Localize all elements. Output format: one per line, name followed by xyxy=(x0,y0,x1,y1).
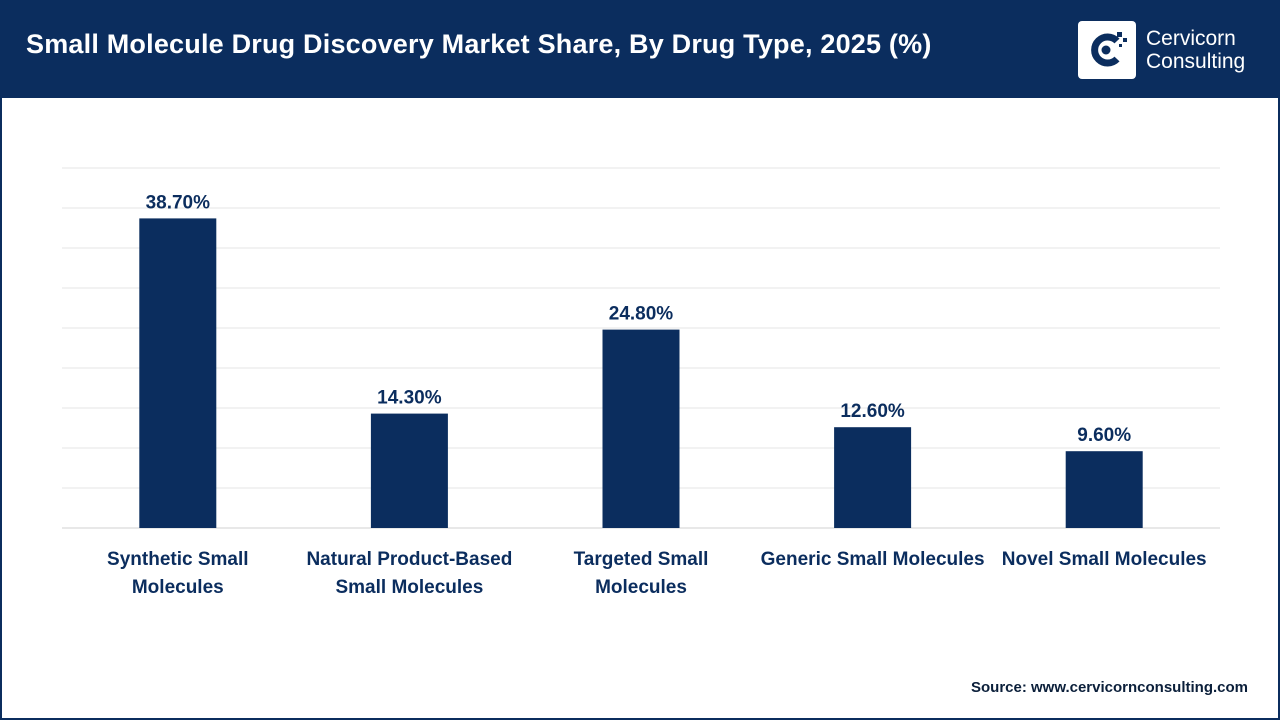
bar xyxy=(370,413,448,528)
x-tick-label: Natural Product-Based xyxy=(306,549,512,570)
logo-line-2: Consulting xyxy=(1146,50,1246,73)
x-tick-label: Generic Small Molecules xyxy=(761,549,985,570)
page-title: Small Molecule Drug Discovery Market Sha… xyxy=(26,29,932,59)
data-label: 14.30% xyxy=(377,388,442,409)
bar-chart: 38.70% Synthetic Small Molecules 14.30% Natu… xyxy=(62,167,1220,598)
bar xyxy=(602,329,680,528)
x-tick-label: Molecules xyxy=(595,577,687,598)
logo-line-1: Cervicorn xyxy=(1146,27,1236,50)
data-label: 24.80% xyxy=(609,304,674,325)
bar xyxy=(1065,451,1143,528)
brand-logo: Cervicorn Consulting xyxy=(1078,20,1245,80)
bar xyxy=(139,218,217,528)
logo-mark-icon xyxy=(1078,21,1136,79)
data-label: 9.60% xyxy=(1077,425,1131,446)
logo-text: Cervicorn Consulting xyxy=(1146,27,1245,73)
source-note: Source: www.cervicornconsulting.com xyxy=(970,679,1248,696)
data-label: 38.70% xyxy=(146,192,211,213)
x-tick-label: Small Molecules xyxy=(335,577,483,598)
header-bar: Small Molecule Drug Discovery Market Sha… xyxy=(2,2,1278,98)
x-tick-label: Targeted Small xyxy=(574,549,709,570)
x-tick-label: Novel Small Molecules xyxy=(1002,549,1207,570)
x-tick-label: Molecules xyxy=(132,577,224,598)
x-tick-label: Synthetic Small xyxy=(107,549,249,570)
bar xyxy=(834,427,912,528)
data-label: 12.60% xyxy=(840,401,905,422)
